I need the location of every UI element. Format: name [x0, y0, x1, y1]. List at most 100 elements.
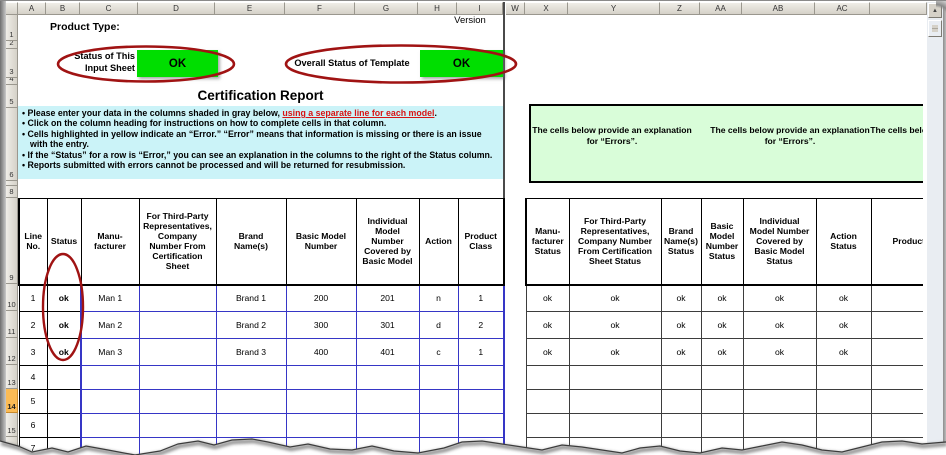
- row-header[interactable]: 12: [6, 338, 18, 365]
- row-header[interactable]: 2: [6, 41, 18, 49]
- cell[interactable]: [457, 437, 505, 455]
- table-column-header[interactable]: Status: [46, 198, 82, 286]
- table-column-header[interactable]: Product Class: [457, 198, 505, 286]
- cell[interactable]: [870, 437, 923, 455]
- cell[interactable]: 401: [355, 338, 420, 366]
- cell[interactable]: [815, 413, 872, 438]
- row-header[interactable]: 16: [6, 437, 18, 455]
- column-header[interactable]: E: [215, 2, 285, 15]
- row-header[interactable]: [6, 181, 18, 186]
- cell[interactable]: [215, 437, 287, 455]
- cell[interactable]: [138, 283, 217, 312]
- column-header[interactable]: Y: [568, 2, 660, 15]
- cell[interactable]: [815, 437, 872, 455]
- cell[interactable]: ok: [742, 338, 817, 366]
- column-header[interactable]: G: [355, 2, 418, 15]
- row-header[interactable]: 13: [6, 365, 18, 389]
- row-header[interactable]: 8: [6, 186, 18, 198]
- cell[interactable]: ok: [700, 338, 744, 366]
- cell[interactable]: [46, 413, 82, 438]
- cell[interactable]: [138, 413, 217, 438]
- cell[interactable]: 1: [457, 338, 505, 366]
- input-sheet-status-cell[interactable]: OK: [137, 50, 218, 77]
- column-header[interactable]: AC: [815, 2, 870, 15]
- column-header[interactable]: AB: [742, 2, 815, 15]
- cell[interactable]: Man 2: [80, 311, 140, 339]
- cell[interactable]: [700, 389, 744, 414]
- cell[interactable]: Brand 1: [215, 283, 287, 312]
- cell[interactable]: Man 3: [80, 338, 140, 366]
- separate-line-link[interactable]: using a separate line for each model: [282, 108, 435, 118]
- cell[interactable]: ok: [815, 284, 872, 312]
- cell[interactable]: d: [418, 311, 459, 339]
- cell[interactable]: [815, 389, 872, 414]
- cell[interactable]: [138, 365, 217, 390]
- row-header[interactable]: 15: [6, 413, 18, 437]
- cell[interactable]: [525, 437, 570, 455]
- cell[interactable]: [418, 389, 459, 414]
- cell[interactable]: 300: [285, 311, 357, 339]
- cell[interactable]: 200: [285, 283, 357, 312]
- cell[interactable]: ok: [742, 284, 817, 312]
- cell[interactable]: n: [418, 283, 459, 312]
- row-header[interactable]: 3: [6, 49, 18, 78]
- column-header[interactable]: I: [457, 2, 503, 15]
- cell[interactable]: [457, 365, 505, 390]
- cell[interactable]: c: [418, 338, 459, 366]
- cell[interactable]: [870, 311, 923, 339]
- cell[interactable]: [660, 389, 702, 414]
- cell[interactable]: [815, 365, 872, 390]
- cell[interactable]: [525, 413, 570, 438]
- column-header[interactable]: [870, 2, 927, 15]
- cell[interactable]: ok: [46, 311, 82, 339]
- cell[interactable]: ok: [525, 311, 570, 339]
- column-header[interactable]: A: [18, 2, 46, 15]
- cell[interactable]: [138, 311, 217, 339]
- cell[interactable]: [80, 413, 140, 438]
- cell[interactable]: 201: [355, 283, 420, 312]
- cell[interactable]: 2: [18, 311, 48, 339]
- cell[interactable]: [870, 284, 923, 312]
- row-header[interactable]: 4: [6, 78, 18, 85]
- table-column-header[interactable]: For Third-Party Representatives, Company…: [568, 198, 662, 286]
- column-header[interactable]: W: [506, 2, 525, 15]
- cell[interactable]: [700, 413, 744, 438]
- cell[interactable]: Man 1: [80, 283, 140, 312]
- cell[interactable]: [870, 338, 923, 366]
- cell[interactable]: 5: [18, 389, 48, 414]
- cell[interactable]: [285, 413, 357, 438]
- cell[interactable]: [525, 365, 570, 390]
- cell[interactable]: [870, 413, 923, 438]
- cell[interactable]: [742, 437, 817, 455]
- table-column-header[interactable]: Line No.: [18, 198, 48, 286]
- cell[interactable]: [80, 365, 140, 390]
- cell[interactable]: ok: [815, 338, 872, 366]
- vertical-scrollbar[interactable]: ▲: [927, 2, 943, 443]
- cell[interactable]: ok: [660, 284, 702, 312]
- column-header[interactable]: B: [46, 2, 80, 15]
- table-column-header[interactable]: Basic Model Number Status: [700, 198, 744, 286]
- cell[interactable]: ok: [700, 284, 744, 312]
- column-header[interactable]: H: [418, 2, 457, 15]
- cell[interactable]: ok: [700, 311, 744, 339]
- table-column-header[interactable]: For Third-Party Representatives, Company…: [138, 198, 217, 286]
- cell[interactable]: [80, 437, 140, 455]
- row-header[interactable]: 9: [6, 198, 18, 284]
- cell[interactable]: [80, 389, 140, 414]
- cell[interactable]: [660, 437, 702, 455]
- cell[interactable]: 1: [18, 284, 48, 312]
- column-header[interactable]: [6, 2, 18, 15]
- table-column-header[interactable]: Brand Name(s) Status: [660, 198, 702, 286]
- cell[interactable]: 6: [18, 413, 48, 438]
- cell[interactable]: [46, 389, 82, 414]
- cell[interactable]: [700, 365, 744, 390]
- cell[interactable]: [457, 413, 505, 438]
- cell[interactable]: [742, 413, 817, 438]
- cell[interactable]: [457, 389, 505, 414]
- cell[interactable]: ok: [815, 311, 872, 339]
- cell[interactable]: [46, 365, 82, 390]
- cell[interactable]: ok: [46, 284, 82, 312]
- cell[interactable]: [418, 437, 459, 455]
- table-column-header[interactable]: Manu- facturer Status: [525, 198, 570, 286]
- cell[interactable]: 3: [18, 338, 48, 366]
